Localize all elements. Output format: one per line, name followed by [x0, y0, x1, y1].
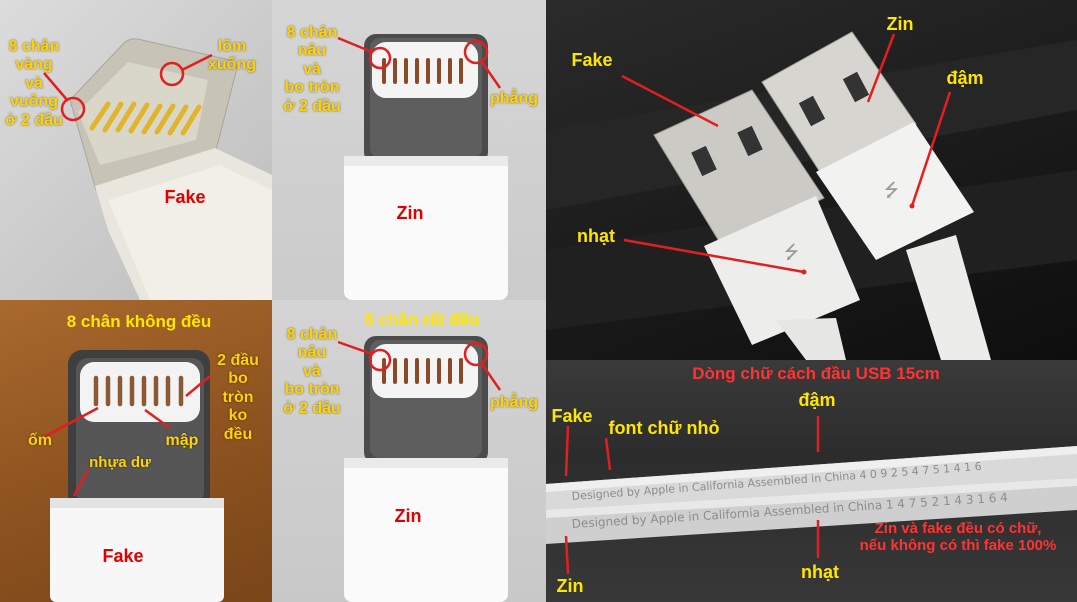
- note-cable-text: Zin và fake đều có chữ, nếu không có thì…: [842, 520, 1074, 555]
- label-usb-zin: Zin: [880, 14, 920, 35]
- panel-usb-plugs: ⭍ ⭍ Fake Zin đậm nhạt: [546, 0, 1077, 360]
- label-zin-flat-2: phẳng: [484, 394, 544, 412]
- panel-zin-connector-top: 8 chân nâu và bo tròn ở 2 đầu phẳng Zin: [272, 0, 546, 300]
- label-cable-light: nhạt: [792, 562, 848, 583]
- panel-zin-connector-bottom: 8 chân rất đều 8 chân nâu và bo tròn ở 2…: [272, 300, 546, 602]
- panel-fake-connector-bottom: 8 chân không đều 2 đầu bo tròn ko đều ốm…: [0, 300, 272, 602]
- label-fake-pins: 8 chân vàng và vuông ở 2 đầu: [2, 38, 66, 130]
- label-zin-pins-2: 8 chân nâu và bo tròn ở 2 đầu: [274, 326, 350, 418]
- label-usb-light: nhạt: [568, 226, 624, 247]
- label-fake-ends: 2 đầu bo tròn ko đều: [208, 352, 268, 444]
- label-cable-dark: đậm: [792, 390, 842, 411]
- svg-text:⭍: ⭍: [884, 180, 899, 201]
- label-zin-flat: phẳng: [484, 90, 544, 108]
- label-cable-fake: Fake: [548, 406, 596, 427]
- label-fake-cable: Fake: [150, 187, 220, 208]
- title-uneven-pins: 8 chân không đều: [34, 312, 244, 332]
- panel-fake-connector-top: 8 chân vàng và vuông ở 2 đầu lõm xuống F…: [0, 0, 272, 300]
- label-fake-excess: nhựa dư: [80, 454, 160, 471]
- title-cable-text: Dòng chữ cách đầu USB 15cm: [666, 364, 966, 384]
- label-usb-fake: Fake: [564, 50, 620, 71]
- label-zin-cable-2: Zin: [378, 506, 438, 527]
- svg-text:⭍: ⭍: [784, 242, 799, 263]
- label-cable-small-font: font chữ nhỏ: [602, 418, 726, 439]
- panel-cable-text: Designed by Apple in California Assemble…: [546, 360, 1077, 602]
- label-cable-zin: Zin: [548, 576, 592, 597]
- label-zin-cable: Zin: [380, 203, 440, 224]
- label-usb-dark: đậm: [942, 68, 988, 89]
- label-fake-thin: ốm: [20, 432, 60, 450]
- label-fake-cable-2: Fake: [88, 546, 158, 567]
- label-fake-thick: mập: [160, 432, 204, 450]
- label-zin-pins: 8 chân nâu và bo tròn ở 2 đầu: [274, 24, 350, 116]
- label-fake-dent: lõm xuống: [200, 38, 264, 75]
- usb-plugs-photo: ⭍ ⭍: [546, 0, 1077, 360]
- title-even-pins: 8 chân rất đều: [342, 310, 502, 330]
